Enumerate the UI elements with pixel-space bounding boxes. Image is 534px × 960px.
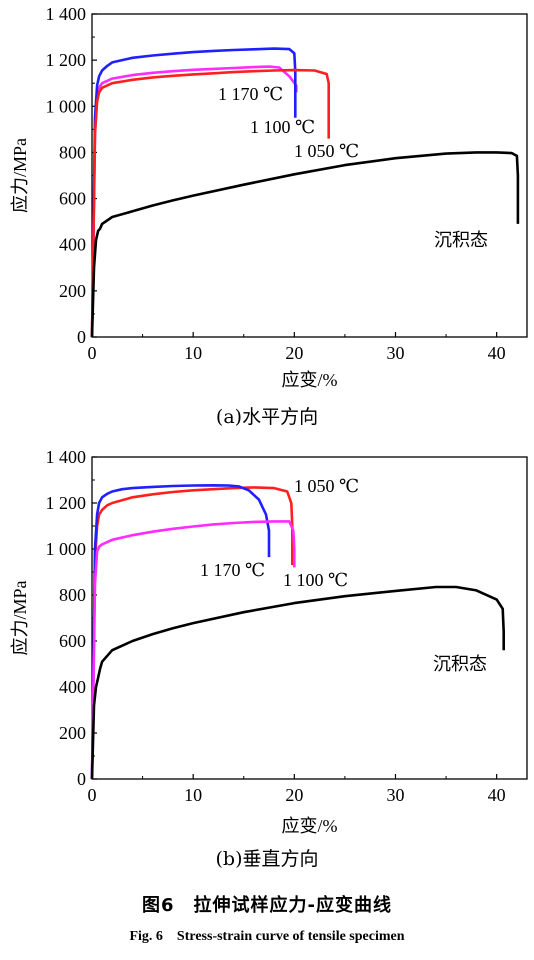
series-label: 1 100 ℃ [283, 570, 348, 590]
series-label: 沉积态 [434, 230, 488, 250]
series-label: 沉积态 [433, 654, 487, 674]
x-axis-label: 应变/% [282, 816, 338, 836]
y-tick-label: 400 [59, 677, 86, 697]
y-tick-label: 0 [77, 327, 86, 347]
x-tick-label: 20 [285, 343, 303, 363]
series-label: 1 050 ℃ [294, 141, 359, 161]
y-tick-label: 200 [59, 723, 86, 743]
x-tick-label: 20 [285, 785, 303, 805]
series-line [90, 486, 294, 780]
x-axis-label: 应变/% [282, 370, 338, 390]
series-label: 1 050 ℃ [294, 476, 359, 496]
y-tick-label: 1 400 [46, 447, 87, 467]
y-axis-label: 应力/MPa [10, 138, 30, 213]
x-tick-label: 30 [386, 343, 404, 363]
x-tick-label: 30 [386, 785, 404, 805]
series-label: 1 100 ℃ [250, 117, 315, 137]
series-line [90, 520, 296, 780]
y-tick-label: 600 [59, 189, 86, 209]
x-tick-label: 10 [184, 785, 202, 805]
chart-b: 0 200 400 600 800 1 000 1 200 1 400 0 10 20 30 40 应变/… [10, 447, 528, 836]
x-tick-label: 0 [88, 785, 97, 805]
series-line [90, 585, 505, 780]
series-line [90, 65, 298, 338]
series-label: 1 170 ℃ [218, 84, 283, 104]
y-axis-label: 应力/MPa [10, 580, 30, 655]
y-tick-label: 800 [59, 142, 86, 162]
chart-a: 0 200 400 600 800 1 000 1 200 1 400 0 10 20 30 40 应变/… [10, 4, 528, 390]
series-line [90, 484, 271, 780]
y-tick-label: 800 [59, 585, 86, 605]
figure-title-cn: 图6 拉伸试样应力-应变曲线 [142, 895, 392, 916]
y-tick-label: 1 000 [46, 96, 87, 116]
subcaption-b: (b)垂直方向 [215, 848, 319, 870]
x-tick-label: 40 [488, 785, 506, 805]
x-tick-label: 0 [88, 343, 97, 363]
y-tick-label: 1 400 [46, 4, 87, 24]
x-tick-label: 40 [488, 343, 506, 363]
y-tick-label: 1 200 [46, 493, 87, 513]
y-tick-label: 1 000 [46, 539, 87, 559]
x-tick-label: 10 [184, 343, 202, 363]
y-tick-label: 600 [59, 631, 86, 651]
y-tick-label: 400 [59, 235, 86, 255]
plot-frame [91, 13, 528, 338]
plot-frame [91, 456, 528, 780]
series-line [90, 68, 330, 338]
y-tick-label: 200 [59, 281, 86, 301]
series-line [90, 47, 297, 338]
y-tick-label: 0 [77, 769, 86, 789]
series-label: 1 170 ℃ [200, 560, 265, 580]
series-line [90, 151, 520, 338]
subcaption-a: (a)水平方向 [215, 406, 319, 428]
figure-title-en: Fig. 6 Stress-strain curve of tensile sp… [129, 929, 405, 944]
y-tick-label: 1 200 [46, 50, 87, 70]
